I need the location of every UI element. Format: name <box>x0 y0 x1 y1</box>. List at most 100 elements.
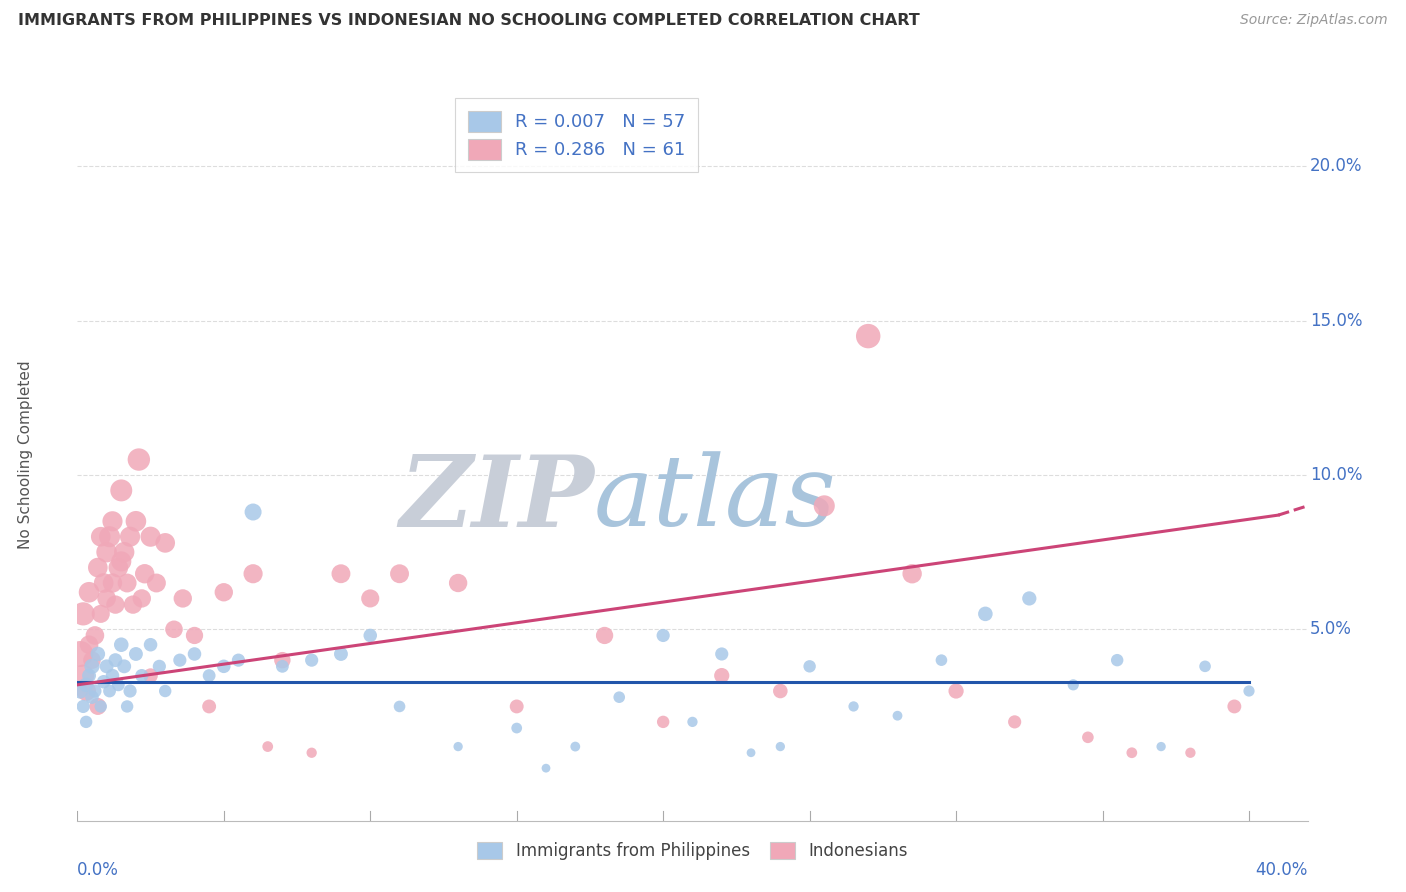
Point <box>710 668 733 682</box>
Point <box>98 684 121 698</box>
Point <box>228 653 250 667</box>
Point <box>198 668 221 682</box>
Point <box>593 628 616 642</box>
Point <box>1107 653 1129 667</box>
Point <box>1121 746 1143 760</box>
Point <box>198 699 221 714</box>
Point <box>75 678 97 692</box>
Point <box>710 647 733 661</box>
Text: No Schooling Completed: No Schooling Completed <box>18 360 34 549</box>
Point <box>163 622 186 636</box>
Point <box>104 653 127 667</box>
Point <box>153 684 177 698</box>
Point <box>134 566 156 581</box>
Point <box>120 684 141 698</box>
Point <box>652 628 675 642</box>
Point <box>72 668 94 682</box>
Point <box>101 668 124 682</box>
Point <box>1077 731 1099 745</box>
Point <box>139 530 162 544</box>
Point <box>359 628 381 642</box>
Point <box>1237 684 1260 698</box>
Point <box>98 530 121 544</box>
Point <box>534 761 557 775</box>
Point <box>212 659 235 673</box>
Point <box>93 576 115 591</box>
Point <box>90 699 112 714</box>
Point <box>87 647 110 661</box>
Point <box>122 598 145 612</box>
Point <box>256 739 278 754</box>
Point <box>388 699 411 714</box>
Text: 40.0%: 40.0% <box>1256 861 1308 879</box>
Text: ZIP: ZIP <box>399 450 595 547</box>
Point <box>1150 739 1173 754</box>
Point <box>145 576 167 591</box>
Point <box>183 647 205 661</box>
Point <box>740 746 762 760</box>
Point <box>90 607 112 621</box>
Point <box>242 505 264 519</box>
Point <box>115 699 138 714</box>
Point <box>447 739 470 754</box>
Point <box>125 647 148 661</box>
Point <box>96 659 118 673</box>
Point <box>769 684 792 698</box>
Point <box>115 576 138 591</box>
Point <box>506 699 529 714</box>
Point <box>886 708 908 723</box>
Point <box>107 678 129 692</box>
Point <box>931 653 953 667</box>
Point <box>112 545 135 559</box>
Text: 0.0%: 0.0% <box>77 861 120 879</box>
Point <box>80 690 103 705</box>
Point <box>301 653 323 667</box>
Point <box>96 545 118 559</box>
Point <box>974 607 997 621</box>
Point <box>212 585 235 599</box>
Point <box>945 684 967 698</box>
Text: atlas: atlas <box>595 451 837 547</box>
Point <box>101 514 124 528</box>
Point <box>271 659 294 673</box>
Point <box>139 668 162 682</box>
Point <box>131 591 153 606</box>
Point <box>75 684 97 698</box>
Point <box>388 566 411 581</box>
Point <box>112 659 135 673</box>
Point <box>84 684 107 698</box>
Point <box>77 585 100 599</box>
Point <box>329 647 352 661</box>
Text: 15.0%: 15.0% <box>1310 311 1362 330</box>
Text: Source: ZipAtlas.com: Source: ZipAtlas.com <box>1240 13 1388 28</box>
Point <box>69 684 91 698</box>
Point <box>652 714 675 729</box>
Point <box>1180 746 1202 760</box>
Legend: Immigrants from Philippines, Indonesians: Immigrants from Philippines, Indonesians <box>471 836 914 867</box>
Text: 20.0%: 20.0% <box>1310 157 1362 176</box>
Point <box>172 591 194 606</box>
Point <box>69 647 91 661</box>
Point <box>90 530 112 544</box>
Point <box>301 746 323 760</box>
Point <box>75 714 97 729</box>
Point <box>901 566 924 581</box>
Point <box>101 576 124 591</box>
Point <box>120 530 141 544</box>
Point <box>72 699 94 714</box>
Text: 10.0%: 10.0% <box>1310 466 1362 484</box>
Point <box>148 659 170 673</box>
Point <box>80 659 103 673</box>
Point <box>80 653 103 667</box>
Point <box>1223 699 1246 714</box>
Point <box>128 452 150 467</box>
Point <box>799 659 821 673</box>
Point <box>1004 714 1026 729</box>
Point <box>271 653 294 667</box>
Point <box>77 668 100 682</box>
Point <box>139 638 162 652</box>
Point <box>242 566 264 581</box>
Point <box>84 628 107 642</box>
Point <box>329 566 352 581</box>
Text: IMMIGRANTS FROM PHILIPPINES VS INDONESIAN NO SCHOOLING COMPLETED CORRELATION CHA: IMMIGRANTS FROM PHILIPPINES VS INDONESIA… <box>18 13 920 29</box>
